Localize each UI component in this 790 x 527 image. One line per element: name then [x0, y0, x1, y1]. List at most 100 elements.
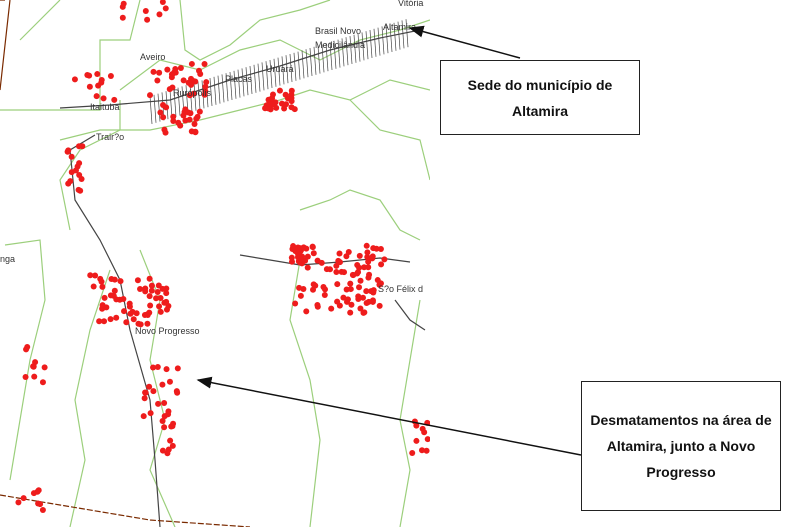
- deforestation-point: [156, 303, 163, 310]
- deforestation-point: [142, 285, 149, 292]
- deforestation-point: [147, 302, 154, 309]
- deforestation-point: [157, 308, 164, 315]
- deforestation-point: [165, 302, 172, 309]
- callout-desmatamentos-text: Desmatamentos na área de Altamira, junto…: [590, 412, 772, 480]
- deforestation-point: [304, 253, 311, 260]
- deforestation-point: [327, 266, 334, 273]
- deforestation-point: [188, 60, 195, 67]
- deforestation-point: [295, 245, 302, 252]
- deforestation-point: [166, 378, 173, 385]
- deforestation-point: [303, 308, 310, 315]
- place-label: Rurópolis: [173, 88, 212, 98]
- deforestation-point: [265, 105, 272, 112]
- deforestation-point: [107, 292, 114, 299]
- deforestation-point: [30, 490, 37, 497]
- deforestation-point: [292, 300, 299, 307]
- deforestation-point: [113, 296, 120, 303]
- deforestation-point: [288, 258, 295, 265]
- deforestation-point: [359, 294, 366, 301]
- deforestation-point: [174, 389, 181, 396]
- deforestation-point: [142, 389, 149, 396]
- deforestation-point: [74, 163, 81, 170]
- deforestation-point: [101, 294, 108, 301]
- deforestation-point: [148, 282, 155, 289]
- deforestation-point: [134, 277, 141, 284]
- deforestation-point: [356, 284, 363, 291]
- deforestation-point: [92, 272, 99, 279]
- deforestation-point: [147, 92, 154, 99]
- deforestation-point: [161, 413, 168, 420]
- highway-hatch: [149, 19, 409, 125]
- deforestation-point: [297, 292, 304, 299]
- deforestation-point: [111, 287, 118, 294]
- deforestation-point: [65, 180, 72, 187]
- place-label: Novo Progresso: [135, 326, 200, 336]
- deforestation-point: [157, 295, 164, 302]
- deforestation-point: [381, 256, 388, 263]
- deforestation-point: [157, 109, 164, 116]
- place-label: Uruará: [266, 64, 294, 74]
- deforestation-point: [162, 5, 169, 12]
- deforestation-point: [161, 400, 168, 407]
- deforestation-point: [111, 96, 118, 103]
- deforestation-point: [201, 60, 208, 67]
- deforestation-point: [103, 304, 110, 311]
- deforestation-point: [309, 243, 316, 250]
- deforestation-point: [170, 113, 177, 120]
- deforestation-point: [347, 280, 354, 287]
- deforestation-point: [186, 92, 193, 99]
- place-label: Aveiro: [140, 52, 165, 62]
- deforestation-point: [117, 278, 124, 285]
- deforestation-point: [164, 66, 171, 73]
- deforestation-point: [168, 74, 175, 81]
- deforestation-point: [169, 84, 176, 91]
- deforestation-point: [197, 70, 204, 77]
- deforestation-point: [333, 262, 340, 269]
- callout-sede-altamira: Sede do município de Altamira: [440, 60, 640, 135]
- deforestation-point: [272, 99, 279, 106]
- deforestation-point: [310, 250, 317, 257]
- deforestation-point: [31, 373, 38, 380]
- deforestation-point: [24, 343, 31, 350]
- deforestation-point: [86, 83, 93, 90]
- deforestation-point: [22, 374, 29, 381]
- deforestation-point: [411, 418, 418, 425]
- roads: [0, 0, 426, 527]
- deforestation-point: [363, 242, 370, 249]
- callout-sede-text: Sede do município de Altamira: [467, 76, 613, 119]
- deforestation-point: [318, 259, 325, 266]
- deforestation-point: [177, 64, 184, 71]
- deforestation-point: [159, 285, 166, 292]
- place-label: S?o Félix d: [378, 284, 423, 294]
- deforestation-point: [364, 249, 371, 256]
- deforestation-point: [370, 245, 377, 252]
- deforestation-point: [146, 383, 153, 390]
- deforestation-point: [144, 320, 151, 327]
- deforestation-points: [15, 0, 430, 513]
- deforestation-point: [356, 264, 363, 271]
- deforestation-point: [155, 400, 162, 407]
- deforestation-point: [201, 91, 208, 98]
- deforestation-point: [321, 292, 328, 299]
- deforestation-point: [413, 437, 420, 444]
- deforestation-point: [156, 11, 163, 18]
- deforestation-point: [328, 305, 335, 312]
- deforestation-point: [150, 68, 157, 75]
- deforestation-point: [159, 381, 166, 388]
- deforestation-point: [288, 87, 295, 94]
- deforestation-point: [160, 114, 167, 121]
- place-label: Itaituba: [90, 102, 120, 112]
- deforestation-point: [283, 101, 290, 108]
- deforestation-point: [150, 388, 157, 395]
- deforestation-point: [154, 288, 161, 295]
- deforestation-point: [192, 129, 199, 136]
- deforestation-point: [314, 303, 321, 310]
- deforestation-point: [203, 79, 210, 86]
- deforestation-point: [170, 420, 177, 427]
- deforestation-point: [107, 72, 114, 79]
- deforestation-point: [421, 429, 428, 436]
- deforestation-point: [165, 408, 172, 415]
- place-label: Trair?o: [96, 132, 124, 142]
- deforestation-point: [334, 281, 341, 288]
- deforestation-point: [159, 0, 166, 6]
